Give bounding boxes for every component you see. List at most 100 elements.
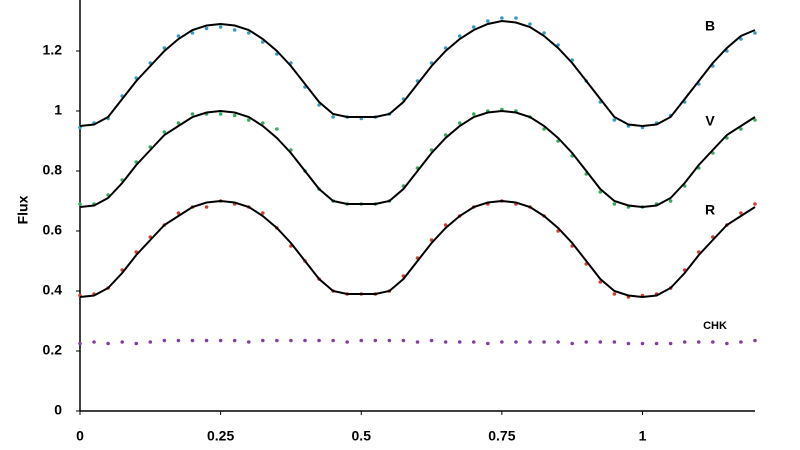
- data-point: [106, 341, 110, 346]
- data-point: [626, 341, 631, 346]
- data-point: [556, 340, 560, 344]
- data-point: [612, 118, 617, 122]
- data-point: [218, 25, 223, 29]
- x-tick-label: 0.25: [207, 428, 234, 444]
- data-point: [176, 211, 181, 215]
- data-point: [753, 31, 757, 35]
- data-point: [457, 340, 462, 344]
- model-line: [79, 109, 756, 209]
- data-point: [556, 43, 560, 47]
- y-tick-label: 1: [54, 102, 62, 118]
- data-point: [232, 28, 237, 32]
- y-tick-label: 0.6: [43, 222, 63, 238]
- data-point: [331, 338, 335, 343]
- data-point: [232, 338, 237, 343]
- x-tick-label: 0.75: [488, 428, 515, 444]
- data-point: [232, 113, 237, 118]
- data-point: [261, 121, 265, 125]
- data-point: [317, 338, 321, 343]
- series-label: CHK: [703, 320, 727, 332]
- data-point: [598, 280, 603, 284]
- data-point: [246, 118, 251, 122]
- data-point: [387, 338, 392, 343]
- data-point: [471, 25, 476, 29]
- data-point: [542, 127, 546, 131]
- data-point: [682, 340, 687, 344]
- data-point: [218, 338, 223, 343]
- x-tick-label: 0.5: [352, 428, 372, 444]
- data-point: [753, 202, 757, 206]
- data-point: [668, 341, 673, 346]
- y-axis-label: Flux: [15, 195, 31, 224]
- data-point: [598, 340, 603, 344]
- series-label: B: [705, 18, 715, 34]
- data-point: [275, 338, 279, 343]
- data-point: [92, 340, 96, 344]
- y-tick-label: 1.2: [43, 42, 63, 58]
- data-point: [668, 199, 673, 203]
- data-point: [190, 31, 195, 35]
- data-point: [345, 340, 349, 344]
- data-point: [598, 190, 603, 194]
- data-point: [162, 130, 167, 134]
- data-point: [612, 340, 617, 344]
- data-point: [218, 112, 223, 116]
- data-point: [204, 205, 209, 209]
- data-point: [190, 112, 195, 116]
- data-point: [261, 338, 265, 343]
- data-point: [500, 340, 504, 344]
- data-point: [204, 26, 209, 31]
- data-point: [471, 340, 476, 344]
- data-point: [162, 338, 167, 343]
- data-point: [753, 338, 757, 343]
- data-point: [514, 340, 518, 344]
- data-point: [486, 19, 490, 23]
- data-point: [612, 292, 617, 296]
- data-point: [500, 16, 504, 20]
- data-point: [753, 118, 757, 122]
- data-point: [317, 103, 321, 107]
- data-point: [176, 121, 181, 125]
- data-point: [514, 16, 518, 20]
- data-point: [303, 338, 307, 343]
- data-point: [331, 115, 335, 119]
- data-point: [739, 37, 743, 41]
- data-point: [696, 340, 701, 344]
- data-point: [528, 340, 532, 344]
- data-point: [542, 31, 546, 35]
- data-point: [654, 341, 659, 346]
- data-point: [120, 340, 124, 344]
- y-tick-label: 0.4: [43, 282, 63, 298]
- model-line: [79, 19, 756, 128]
- data-point: [246, 340, 251, 344]
- data-point: [176, 338, 181, 343]
- data-point: [373, 338, 378, 343]
- data-point: [471, 112, 476, 116]
- data-point: [359, 338, 364, 343]
- y-tick-label: 0.2: [43, 342, 63, 358]
- data-point: [584, 340, 589, 344]
- data-point: [401, 338, 406, 343]
- data-point: [711, 340, 715, 344]
- data-point: [176, 34, 181, 38]
- series-label: V: [705, 113, 715, 129]
- x-tick-label: 1: [639, 428, 647, 444]
- data-point: [78, 202, 82, 206]
- data-point: [429, 338, 434, 343]
- data-point: [78, 341, 82, 346]
- data-point: [134, 341, 139, 346]
- data-point: [443, 340, 448, 344]
- data-point: [739, 127, 743, 131]
- data-point: [148, 340, 153, 344]
- data-point: [246, 31, 251, 35]
- data-point: [612, 202, 617, 206]
- data-point: [486, 341, 490, 346]
- data-point: [739, 211, 743, 215]
- data-point: [415, 340, 420, 344]
- data-point: [739, 340, 743, 344]
- x-tick-label: 0: [76, 428, 84, 444]
- data-point: [457, 34, 462, 38]
- data-point: [289, 338, 293, 343]
- data-point: [725, 341, 729, 346]
